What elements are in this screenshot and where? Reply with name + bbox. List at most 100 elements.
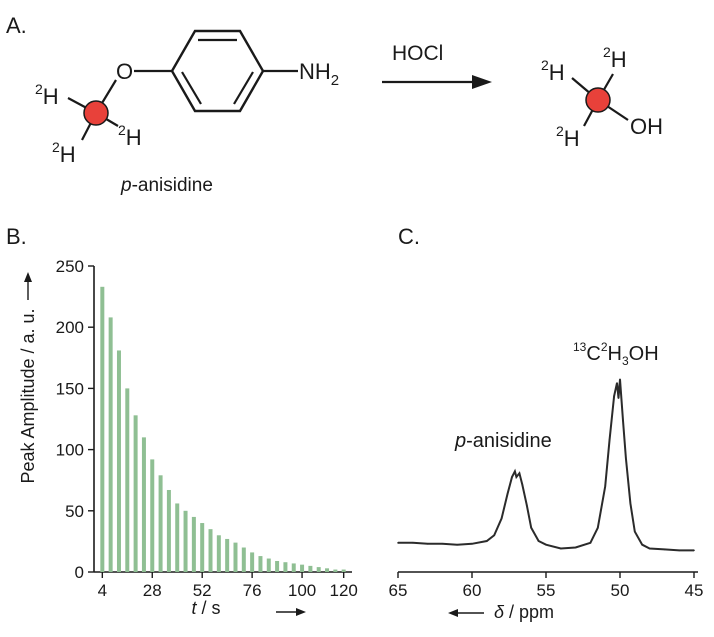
reactant-name: p-anisidine: [120, 175, 213, 196]
spectrum-point: [629, 502, 632, 505]
y-tick-label: 150: [56, 379, 84, 398]
chart-c: C. 65 60 55 50 45 p-anisidine 13C2H3OH δ / p…: [389, 224, 704, 622]
chart-b: B. 0 50 100 150 200 250 4 28 52 76 100 120 Peak Am…: [6, 224, 358, 618]
spectrum-point: [441, 542, 444, 545]
chart-c-spectrum-line: [398, 379, 694, 552]
spectrum-point: [616, 382, 618, 384]
spectrum-point: [620, 399, 623, 401]
ring-double-bond-3: [181, 71, 202, 105]
spectrum-point: [625, 457, 627, 460]
spectrum-point: [589, 542, 592, 544]
spectrum-point: [530, 527, 532, 529]
spectrum-point: [574, 546, 577, 549]
bar: [266, 558, 271, 572]
bar: [108, 317, 113, 572]
spectrum-point: [608, 438, 611, 441]
spectrum-point: [537, 540, 540, 542]
y-tick-label: 50: [65, 502, 84, 521]
spectrum-point: [500, 517, 503, 520]
spectrum-point: [648, 547, 651, 550]
chart-c-x-arrow: [448, 609, 484, 617]
bar: [300, 564, 305, 572]
bar: [100, 286, 105, 572]
spectrum-point: [486, 540, 488, 542]
chart-b-x-axis-title: t / s: [191, 598, 220, 618]
panel-label-b: B.: [6, 224, 27, 249]
chart-c-x-axis-title: δ / ppm: [494, 602, 554, 622]
chart-c-annotation-anisidine: p-anisidine: [454, 430, 552, 452]
spectrum-point: [471, 542, 473, 545]
panel-label-c: C.: [398, 224, 420, 249]
bar: [316, 567, 321, 572]
bar: [166, 489, 171, 572]
bar: [325, 568, 330, 572]
bar: [283, 562, 288, 572]
bar: [275, 560, 280, 572]
spectrum-point: [412, 542, 414, 544]
spectrum-point: [693, 549, 695, 552]
deuterium-right-1: 2H: [603, 44, 627, 72]
spectrum-point: [641, 543, 643, 546]
chart-b-y-axis-title: Peak Amplitude / a. u.: [18, 308, 38, 483]
chart-c-points: [397, 378, 695, 552]
chart-c-x-ticks: 65 60 55 50 45: [389, 572, 703, 600]
bar: [191, 516, 196, 572]
product-hydroxyl: OH: [630, 114, 663, 139]
chart-c-annotation-methanol: 13C2H3OH: [573, 340, 659, 368]
spectrum-point: [456, 543, 459, 546]
spectrum-point: [678, 549, 680, 552]
methoxy-oxygen: O: [116, 59, 133, 84]
x-tick-label: 120: [329, 581, 357, 600]
reaction-scheme: A. O NH2 2H 2H 2H p-anisidine HOCl 2H 2H: [6, 13, 663, 196]
chart-b-x-arrow: [276, 608, 306, 616]
deuterium-left-1: 2H: [35, 81, 59, 109]
bar: [116, 350, 121, 572]
spectrum-point: [560, 547, 562, 550]
bar: [125, 388, 130, 572]
y-tick-label: 200: [56, 318, 84, 337]
spectrum-point: [521, 483, 524, 486]
x-tick-label: 50: [611, 581, 630, 600]
x-tick-label: 52: [193, 581, 212, 600]
bar: [308, 565, 313, 572]
x-tick-label: 100: [288, 581, 316, 600]
bar: [291, 563, 296, 572]
bar: [200, 523, 205, 572]
x-tick-label: 65: [389, 581, 408, 600]
y-tick-label: 250: [56, 257, 84, 276]
spectrum-point: [617, 397, 620, 399]
carbon-13-label-marker: [83, 100, 109, 126]
spectrum-point: [622, 419, 624, 422]
spectrum-point: [514, 470, 516, 473]
chart-b-y-ticks: 0 50 100 150 200 250: [56, 257, 94, 582]
x-tick-label: 28: [143, 581, 162, 600]
deuterium-right-3: 2H: [556, 123, 580, 151]
product-carbon-13-marker: [585, 87, 611, 113]
bar: [341, 569, 346, 572]
x-tick-label: 76: [243, 581, 262, 600]
deuterium-left-2: 2H: [52, 139, 76, 167]
bar: [133, 415, 138, 572]
y-tick-label: 100: [56, 441, 84, 460]
reagent-label: HOCl: [392, 42, 443, 65]
x-tick-label: 60: [463, 581, 482, 600]
amine-group: NH2: [299, 59, 339, 89]
bar: [158, 475, 163, 572]
chart-b-bars: [100, 286, 346, 572]
bar: [225, 538, 230, 572]
spectrum-point: [619, 378, 621, 381]
chart-b-x-ticks: 4 28 52 76 100 120: [98, 572, 358, 600]
spectrum-point: [525, 504, 528, 507]
spectrum-point: [545, 543, 547, 546]
spectrum-point: [518, 472, 521, 475]
bar: [216, 535, 221, 572]
bar: [150, 459, 155, 572]
bar: [250, 552, 255, 572]
bar: [333, 569, 338, 572]
spectrum-point: [663, 548, 666, 551]
bar: [175, 503, 180, 572]
spectrum-point: [511, 476, 513, 478]
panel-label-a: A.: [6, 13, 27, 38]
deuterium-right-2: 2H: [541, 57, 565, 85]
